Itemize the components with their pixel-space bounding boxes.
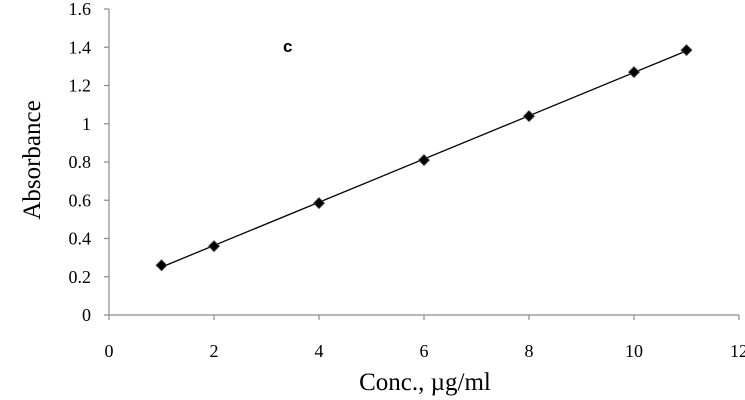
y-tick-label: 1.4 — [69, 37, 92, 57]
y-tick-label: 0.4 — [69, 229, 92, 249]
x-axis-title: Conc., µg/ml — [359, 369, 491, 396]
data-points — [155, 44, 693, 272]
data-point-diamond — [627, 66, 641, 79]
x-tick-label: 0 — [105, 341, 114, 361]
x-tick-label: 12 — [730, 341, 745, 361]
y-tick-label: 1.2 — [69, 76, 92, 96]
x-tick-label: 8 — [525, 341, 534, 361]
data-point-diamond — [207, 240, 221, 253]
x-tick-label: 4 — [315, 341, 324, 361]
y-tick-label: 1.6 — [69, 0, 92, 19]
chart-annotation: c — [283, 37, 292, 56]
data-point-diamond — [312, 197, 326, 210]
data-point-diamond — [680, 44, 693, 57]
y-tick-label: 0.6 — [69, 190, 92, 210]
y-tick-label: 0.2 — [69, 267, 92, 287]
x-tick-label: 2 — [210, 341, 219, 361]
data-point-diamond — [155, 259, 168, 272]
y-tick-label: 0 — [82, 305, 91, 325]
y-tick-label: 1 — [82, 114, 91, 134]
tick-marks — [104, 8, 740, 320]
tick-labels: 0 0.2 0.4 0.6 0.8 1 1.2 1.4 1.6 0 2 4 6 8 10 12 — [69, 0, 745, 361]
x-tick-label: 10 — [625, 341, 643, 361]
data-point-diamond — [417, 154, 431, 167]
y-axis-title: Absorbance — [19, 100, 46, 219]
data-point-diamond — [522, 110, 536, 123]
y-tick-label: 0.8 — [69, 152, 92, 172]
x-tick-label: 6 — [420, 341, 429, 361]
